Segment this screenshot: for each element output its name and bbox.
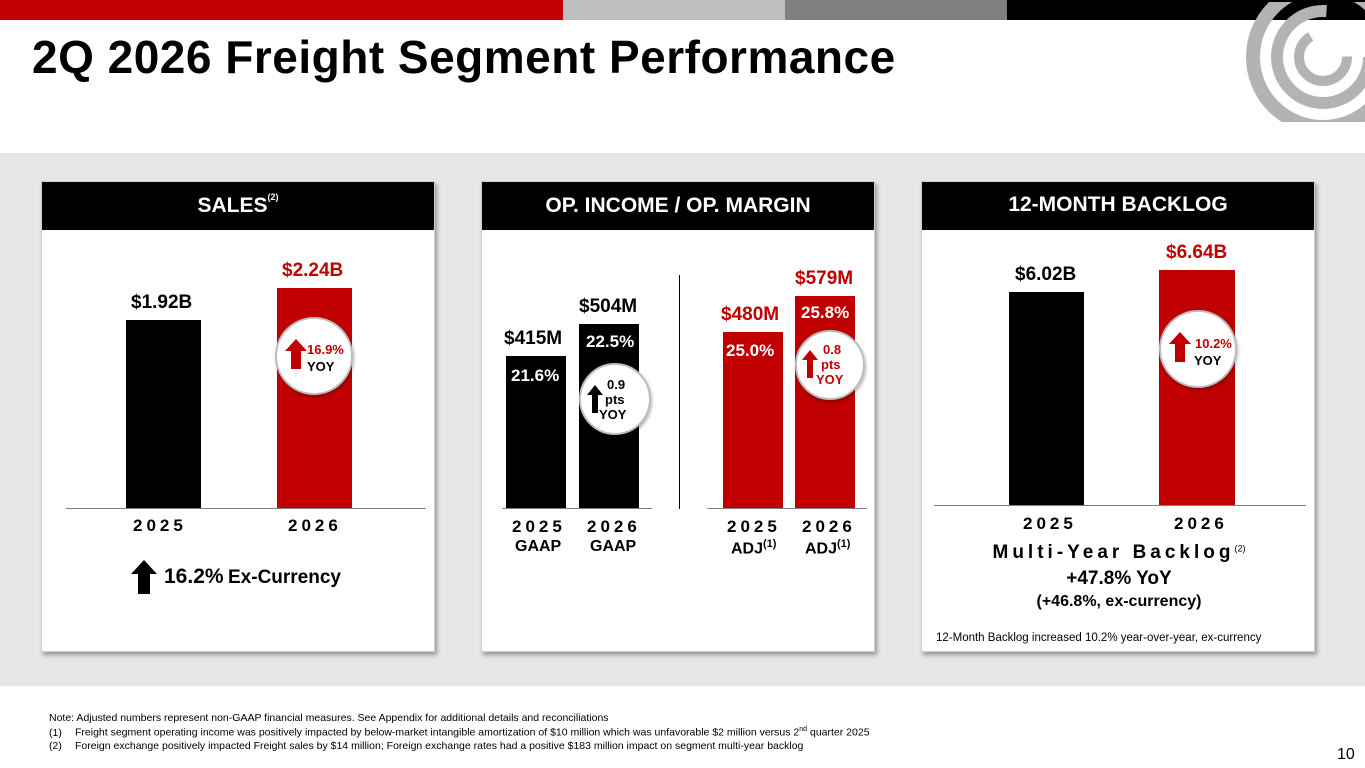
sales-header: SALES(2) xyxy=(42,182,434,230)
opincome-gaap-badge-l1: 0.9 xyxy=(607,377,626,392)
top-bar-red xyxy=(0,0,563,20)
opincome-sub-2026-adj-ref: (1) xyxy=(837,538,851,550)
sales-badge-pct: 16.9% xyxy=(307,342,344,357)
backlog-multiyear-value: +47.8% YoY xyxy=(1066,568,1172,589)
opincome-year-2026-gaap: 2026 xyxy=(587,517,641,536)
opincome-sub-2025-adj-label: ADJ xyxy=(731,540,764,558)
opincome-value-2026-gaap: $504M xyxy=(579,296,638,317)
sales-badge-yoy: YOY xyxy=(307,359,335,374)
opincome-sub-2026-adj: ADJ(1) xyxy=(805,538,850,558)
opincome-sub-2025-adj: ADJ(1) xyxy=(731,538,776,558)
note-1-sup: nd xyxy=(799,726,808,733)
note-adjusted: Note: Adjusted numbers represent non-GAA… xyxy=(49,712,609,724)
backlog-badge-pct: 10.2% xyxy=(1195,336,1232,351)
page-title: 2Q 2026 Freight Segment Performance xyxy=(32,31,896,83)
backlog-panel: 12-MONTH BACKLOG $6.02B $6.64B 10.2% YOY… xyxy=(921,181,1315,652)
sales-header-ref: (2) xyxy=(267,192,279,202)
backlog-yoy-badge: 10.2% YOY xyxy=(1159,310,1237,388)
opincome-baseline-left xyxy=(502,508,652,509)
top-bar-light-gray xyxy=(563,0,785,20)
opincome-panel: OP. INCOME / OP. MARGIN $415M $504M $480… xyxy=(481,181,875,652)
opincome-gaap-badge-l3: YOY xyxy=(599,407,627,422)
opincome-sub-2026-gaap: GAAP xyxy=(590,538,637,555)
sales-value-2026: $2.24B xyxy=(282,260,344,281)
note-1-number: (1) xyxy=(49,726,62,739)
note-2: (2) Foreign exchange positively impacted … xyxy=(49,740,803,752)
company-logo-icon xyxy=(1238,2,1365,122)
backlog-header: 12-MONTH BACKLOG xyxy=(922,182,1314,230)
sales-baseline xyxy=(66,508,426,509)
note-1: (1) Freight segment operating income was … xyxy=(49,726,870,739)
sales-year-2026: 2026 xyxy=(288,516,342,535)
opincome-margin-2025-adj: 25.0% xyxy=(726,341,775,360)
backlog-multiyear: Multi-Year Backlog(2) xyxy=(922,542,1316,564)
sales-header-label: SALES xyxy=(197,194,268,217)
opincome-gaap-badge: 0.9 pts YOY xyxy=(579,363,651,435)
backlog-multiyear-ref: (2) xyxy=(1234,543,1246,554)
up-arrow-icon xyxy=(131,560,157,594)
opincome-sub-2025-adj-ref: (1) xyxy=(763,538,777,550)
note-1-text-a: Freight segment operating income was pos… xyxy=(75,726,800,739)
opincome-value-2025-gaap: $415M xyxy=(504,328,563,349)
opincome-sub-2026-adj-label: ADJ xyxy=(805,540,838,558)
opincome-adj-badge-l2: pts xyxy=(821,357,841,372)
sales-year-2025: 2025 xyxy=(133,516,187,535)
note-1-text-b: quarter 2025 xyxy=(807,726,870,739)
opincome-gaap-badge-l2: pts xyxy=(605,392,625,407)
opincome-adj-badge-l3: YOY xyxy=(816,372,844,387)
opincome-bar-2025-adj xyxy=(723,332,783,508)
sales-panel: SALES(2) $1.92B $2.24B 16.9% YOY 2025 20… xyxy=(41,181,435,652)
top-bar-dark-gray xyxy=(785,0,1007,20)
opincome-value-2025-adj: $480M xyxy=(721,304,780,325)
backlog-bar-2025 xyxy=(1009,292,1084,505)
up-arrow-icon xyxy=(285,339,307,369)
note-2-text: Foreign exchange positively impacted Fre… xyxy=(75,740,804,752)
opincome-margin-2026-gaap: 22.5% xyxy=(586,332,635,351)
opincome-value-2026-adj: $579M xyxy=(795,268,854,289)
opincome-year-2026-adj: 2026 xyxy=(802,517,856,536)
opincome-year-2025-adj: 2025 xyxy=(727,517,781,536)
opincome-divider xyxy=(679,275,680,509)
backlog-multiyear-excurrency: (+46.8%, ex-currency) xyxy=(1036,593,1202,610)
sales-value-2025: $1.92B xyxy=(131,292,193,313)
up-arrow-icon xyxy=(587,385,603,413)
sales-excurrency-pct: 16.2% xyxy=(164,565,224,588)
backlog-year-2026: 2026 xyxy=(1174,514,1228,533)
up-arrow-icon xyxy=(802,350,818,378)
opincome-adj-badge-l1: 0.8 xyxy=(823,342,842,357)
backlog-multiyear-label: Multi-Year Backlog xyxy=(992,542,1235,563)
sales-bar-2025 xyxy=(126,320,201,508)
opincome-margin-2025-gaap: 21.6% xyxy=(511,366,560,385)
backlog-value-2025: $6.02B xyxy=(1015,264,1077,285)
backlog-baseline xyxy=(934,505,1306,506)
opincome-bar-2026-adj xyxy=(795,296,855,508)
opincome-sub-2025-gaap: GAAP xyxy=(515,538,562,555)
note-2-number: (2) xyxy=(49,740,62,752)
up-arrow-icon xyxy=(1169,332,1191,362)
sales-yoy-badge: 16.9% YOY xyxy=(275,317,353,395)
backlog-footnote: 12-Month Backlog increased 10.2% year-ov… xyxy=(936,632,1262,644)
page-number: 10 xyxy=(1337,746,1355,763)
opincome-adj-badge: 0.8 pts YOY xyxy=(795,330,865,400)
opincome-bar-2025-gaap xyxy=(506,356,566,508)
opincome-margin-2026-adj: 25.8% xyxy=(801,303,850,322)
opincome-year-2025-gaap: 2025 xyxy=(512,517,566,536)
opincome-header: OP. INCOME / OP. MARGIN xyxy=(482,182,874,230)
backlog-value-2026: $6.64B xyxy=(1166,242,1228,263)
backlog-badge-yoy: YOY xyxy=(1194,353,1222,368)
backlog-year-2025: 2025 xyxy=(1023,514,1077,533)
opincome-baseline-right xyxy=(707,508,867,509)
sales-excurrency: 16.2% Ex-Currency xyxy=(164,565,341,589)
sales-excurrency-label: Ex-Currency xyxy=(228,567,341,588)
